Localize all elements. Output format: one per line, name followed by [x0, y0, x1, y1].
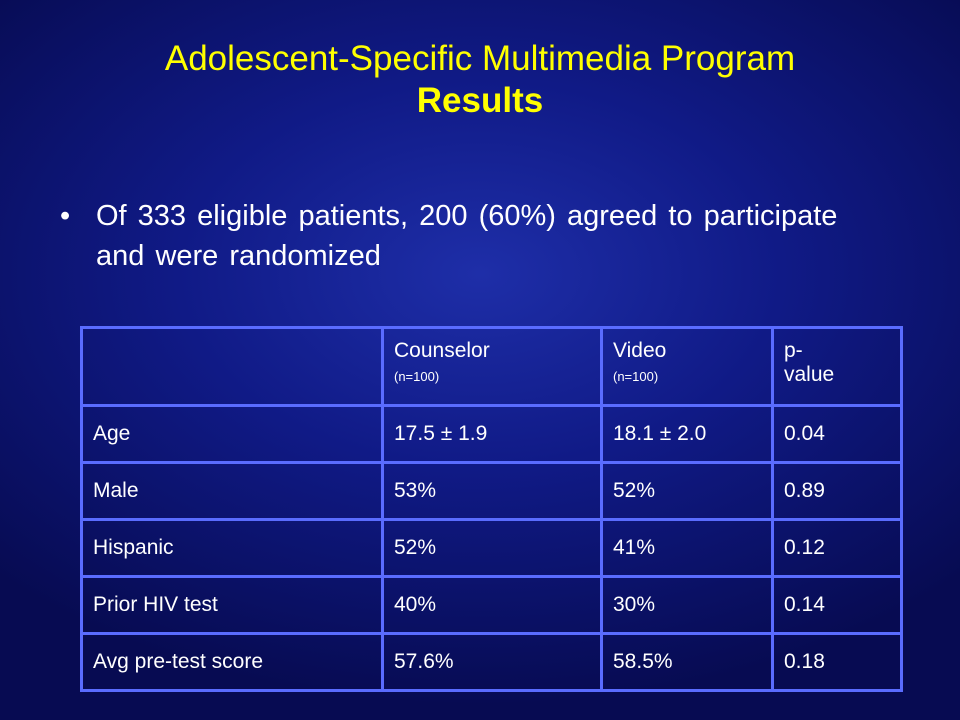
slide-title: Adolescent-Specific Multimedia Program R…: [0, 38, 960, 122]
bullet-point: • Of 333 eligible patients, 200 (60%) ag…: [60, 196, 860, 276]
title-line-2: Results: [416, 81, 544, 120]
row-video: 30%: [600, 575, 774, 635]
row-label: Hispanic: [80, 518, 384, 578]
row-video: 58.5%: [600, 632, 774, 692]
header-counselor: Counselor (n=100): [381, 326, 603, 407]
table-row: Male 53% 52% 0.89: [80, 461, 903, 521]
row-counselor: 53%: [381, 461, 603, 521]
title-line-1: Adolescent-Specific Multimedia Program: [164, 39, 796, 78]
row-label: Prior HIV test: [80, 575, 384, 635]
results-table: Counselor (n=100) Video (n=100) p- value…: [80, 326, 903, 692]
table-row: Prior HIV test 40% 30% 0.14: [80, 575, 903, 635]
row-label: Male: [80, 461, 384, 521]
table-row: Avg pre-test score 57.6% 58.5% 0.18: [80, 632, 903, 692]
row-p-value: 0.89: [771, 461, 903, 521]
bullet-dot: •: [60, 200, 71, 232]
row-label: Avg pre-test score: [80, 632, 384, 692]
header-empty-cell: [80, 326, 384, 407]
row-p-value: 0.18: [771, 632, 903, 692]
row-video: 18.1 ± 2.0: [600, 404, 774, 464]
row-p-value: 0.04: [771, 404, 903, 464]
row-p-value: 0.12: [771, 518, 903, 578]
bullet-text: Of 333 eligible patients, 200 (60%) agre…: [96, 200, 838, 272]
header-video: Video (n=100): [600, 326, 774, 407]
row-counselor: 57.6%: [381, 632, 603, 692]
table-header-row: Counselor (n=100) Video (n=100) p- value: [80, 326, 903, 407]
header-p-value: p- value: [771, 326, 903, 407]
table-row: Hispanic 52% 41% 0.12: [80, 518, 903, 578]
header-video-n: (n=100): [613, 369, 659, 384]
table-row: Age 17.5 ± 1.9 18.1 ± 2.0 0.04: [80, 404, 903, 464]
row-video: 52%: [600, 461, 774, 521]
row-video: 41%: [600, 518, 774, 578]
row-counselor: 52%: [381, 518, 603, 578]
header-counselor-label: Counselor: [394, 339, 490, 362]
header-counselor-n: (n=100): [394, 369, 440, 384]
row-p-value: 0.14: [771, 575, 903, 635]
row-label: Age: [80, 404, 384, 464]
row-counselor: 40%: [381, 575, 603, 635]
row-counselor: 17.5 ± 1.9: [381, 404, 603, 464]
header-video-label: Video: [613, 339, 667, 362]
